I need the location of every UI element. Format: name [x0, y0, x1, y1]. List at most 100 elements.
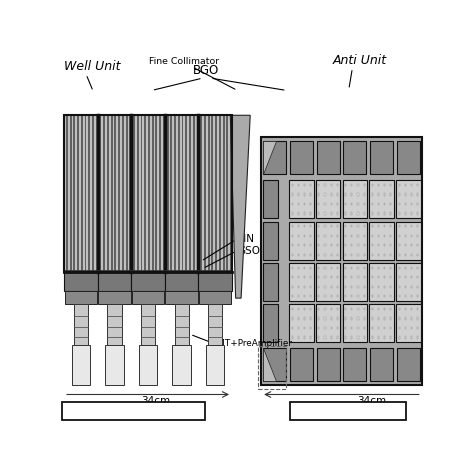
- Text: TOP VIEW: TOP VIEW: [319, 406, 377, 416]
- Bar: [107, 115, 109, 272]
- Bar: [171, 115, 172, 272]
- Bar: [64, 115, 66, 272]
- Bar: [310, 266, 311, 269]
- Bar: [263, 221, 278, 260]
- Bar: [324, 203, 326, 205]
- Bar: [316, 180, 340, 218]
- Bar: [384, 193, 385, 196]
- Bar: [94, 115, 96, 272]
- Bar: [357, 276, 358, 278]
- Bar: [405, 295, 406, 297]
- Bar: [345, 244, 346, 246]
- Bar: [396, 263, 421, 301]
- Bar: [345, 225, 346, 228]
- Bar: [330, 244, 332, 246]
- Bar: [364, 337, 365, 339]
- Bar: [318, 337, 319, 339]
- Bar: [384, 308, 385, 310]
- Text: BGO: BGO: [193, 64, 219, 77]
- Bar: [372, 235, 373, 237]
- Bar: [324, 254, 326, 256]
- Bar: [351, 184, 352, 186]
- Bar: [337, 193, 338, 196]
- Bar: [330, 295, 332, 297]
- Bar: [165, 291, 198, 304]
- Bar: [411, 337, 412, 339]
- Bar: [120, 115, 122, 272]
- Bar: [399, 254, 400, 256]
- Bar: [173, 345, 191, 385]
- Bar: [417, 184, 418, 186]
- Bar: [337, 286, 338, 288]
- Bar: [390, 337, 392, 339]
- Bar: [330, 203, 332, 205]
- Bar: [318, 235, 319, 237]
- Bar: [330, 276, 332, 278]
- Bar: [378, 318, 379, 319]
- Text: Anti Unit: Anti Unit: [333, 54, 387, 67]
- Bar: [378, 235, 379, 237]
- Bar: [343, 141, 366, 174]
- Bar: [116, 115, 118, 272]
- Bar: [417, 337, 418, 339]
- Bar: [263, 348, 286, 381]
- Bar: [324, 286, 326, 288]
- Bar: [92, 115, 94, 272]
- Bar: [318, 184, 319, 186]
- Bar: [128, 115, 129, 272]
- Bar: [324, 193, 326, 196]
- Bar: [148, 115, 150, 272]
- Bar: [411, 184, 412, 186]
- Bar: [199, 115, 200, 272]
- Bar: [337, 327, 338, 329]
- Bar: [124, 115, 126, 272]
- Bar: [65, 291, 97, 304]
- Bar: [298, 295, 299, 297]
- Bar: [364, 212, 365, 215]
- Bar: [357, 184, 358, 186]
- Bar: [86, 115, 88, 272]
- Bar: [364, 193, 365, 196]
- Bar: [364, 244, 365, 246]
- Bar: [206, 115, 208, 272]
- Bar: [399, 266, 400, 269]
- Bar: [108, 304, 121, 345]
- Bar: [88, 115, 90, 272]
- Bar: [324, 212, 326, 215]
- Bar: [304, 295, 305, 297]
- Bar: [397, 141, 420, 174]
- Bar: [310, 254, 311, 256]
- Text: GSO: GSO: [237, 246, 260, 256]
- Bar: [351, 286, 352, 288]
- Bar: [330, 212, 332, 215]
- Bar: [257, 346, 286, 389]
- Bar: [230, 115, 232, 272]
- Bar: [378, 193, 379, 196]
- Bar: [318, 254, 319, 256]
- Bar: [304, 266, 305, 269]
- Bar: [79, 115, 81, 272]
- Bar: [417, 295, 418, 297]
- Bar: [215, 115, 217, 272]
- Bar: [372, 225, 373, 228]
- Bar: [64, 115, 98, 272]
- Bar: [343, 348, 366, 381]
- Bar: [225, 115, 227, 272]
- Bar: [369, 221, 394, 260]
- Bar: [357, 337, 358, 339]
- Bar: [68, 115, 70, 272]
- Bar: [64, 115, 98, 272]
- Bar: [191, 115, 193, 272]
- Bar: [189, 115, 191, 272]
- Bar: [111, 115, 113, 272]
- Bar: [390, 203, 392, 205]
- Bar: [199, 291, 231, 304]
- Bar: [324, 235, 326, 237]
- Bar: [310, 212, 311, 215]
- Bar: [337, 244, 338, 246]
- Bar: [122, 115, 124, 272]
- Bar: [318, 244, 319, 246]
- Bar: [204, 115, 206, 272]
- Bar: [73, 115, 75, 272]
- Bar: [174, 304, 189, 345]
